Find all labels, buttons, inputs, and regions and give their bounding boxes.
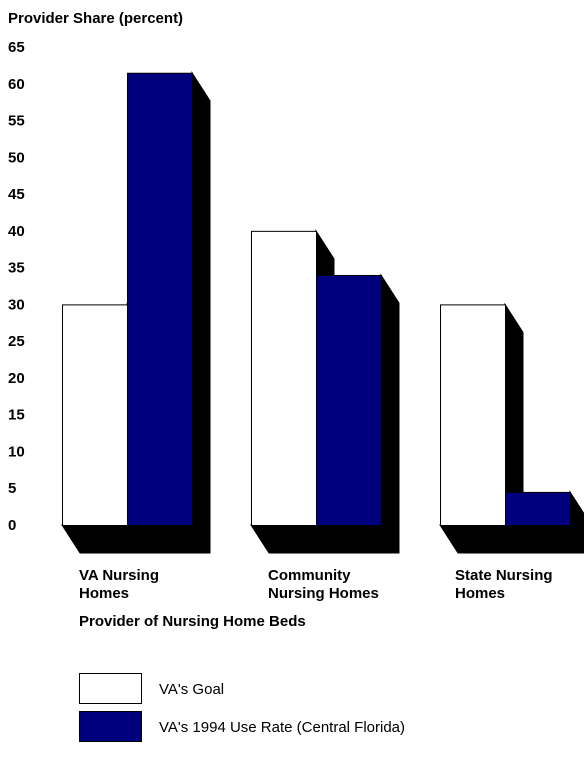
bar-goal xyxy=(62,304,128,526)
bars xyxy=(61,71,584,554)
y-tick-label: 45 xyxy=(8,186,25,203)
y-axis-title: Provider Share (percent) xyxy=(8,10,183,27)
y-tick-label: 50 xyxy=(8,149,25,166)
category-label: VA Nursing xyxy=(79,567,159,584)
bar-goal xyxy=(251,230,317,526)
bar-goal xyxy=(440,304,506,526)
y-tick-label: 65 xyxy=(8,39,25,56)
bar-use-rate xyxy=(505,491,571,526)
y-tick-label: 40 xyxy=(8,223,25,240)
legend: VA's Goal VA's 1994 Use Rate (Central Flo… xyxy=(79,673,405,742)
x-axis-title: Provider of Nursing Home Beds xyxy=(79,613,306,630)
category-label: Nursing Homes xyxy=(268,585,379,602)
category-label: Community xyxy=(268,567,351,584)
y-tick-label: 15 xyxy=(8,407,25,424)
legend-swatch-use-rate xyxy=(79,711,142,742)
category-label: Homes xyxy=(79,585,129,602)
y-tick-label: 30 xyxy=(8,296,25,313)
legend-label: VA's 1994 Use Rate (Central Florida) xyxy=(159,719,405,736)
legend-swatch-goal xyxy=(79,673,142,704)
y-tick-label: 55 xyxy=(8,113,25,130)
y-tick-label: 35 xyxy=(8,260,25,277)
y-tick-label: 10 xyxy=(8,443,25,460)
y-tick-label: 60 xyxy=(8,76,25,93)
bar-faces xyxy=(62,72,571,526)
y-tick-label: 5 xyxy=(8,480,16,497)
bar-use-rate xyxy=(127,72,193,526)
y-tick-label: 0 xyxy=(8,517,16,534)
category-label: Homes xyxy=(455,585,505,602)
category-label: State Nursing xyxy=(455,567,553,584)
bar-use-rate xyxy=(316,274,382,526)
y-axis-ticks: 0 5 10 15 20 25 30 35 40 45 50 55 60 65 xyxy=(8,39,25,534)
legend-label: VA's Goal xyxy=(159,681,224,698)
y-tick-label: 25 xyxy=(8,333,25,350)
y-tick-label: 20 xyxy=(8,370,25,387)
